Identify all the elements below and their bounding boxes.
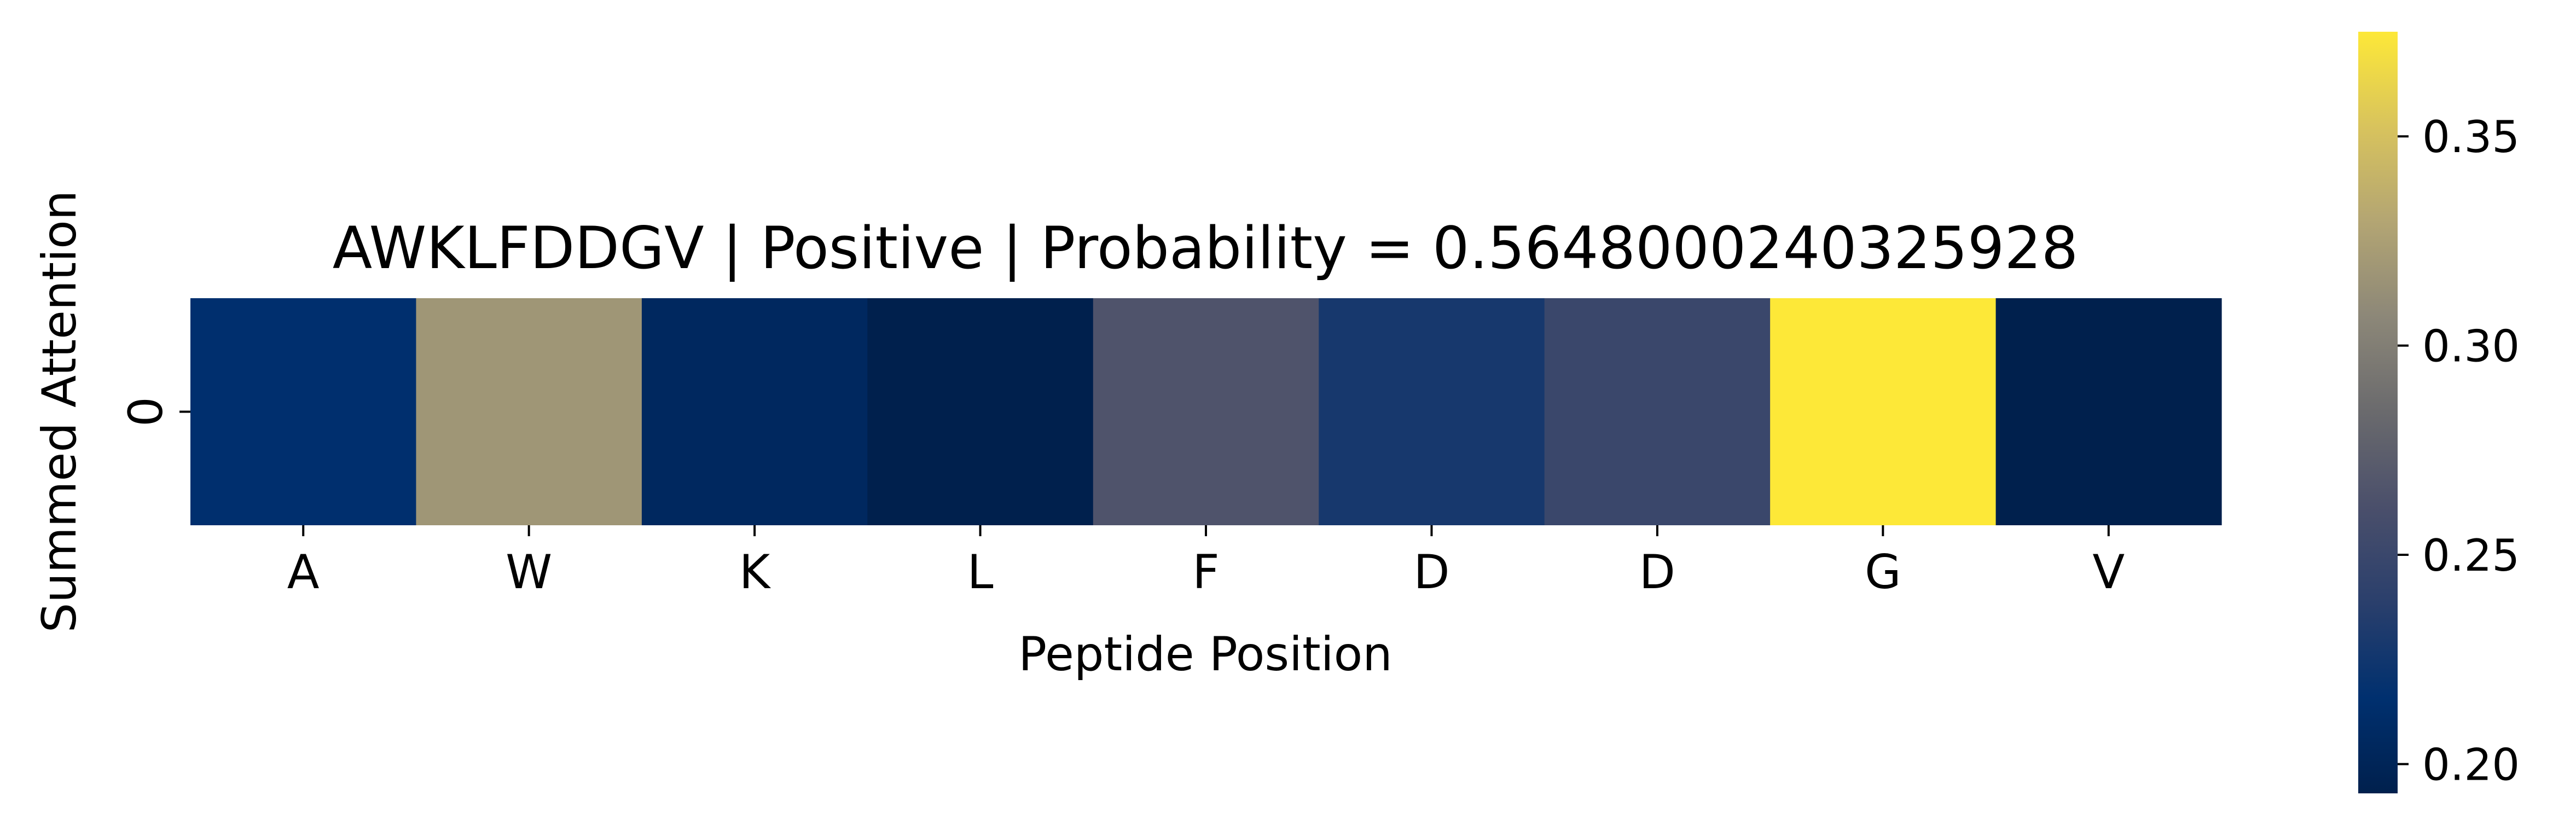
x-tick-label: F — [1192, 545, 1219, 600]
heatmap-cell — [867, 298, 1094, 525]
x-tick-label: L — [967, 545, 994, 600]
x-axis-label: Peptide Position — [1018, 627, 1393, 682]
x-tick-label: D — [1639, 545, 1675, 600]
colorbar-ticks: 0.20 0.25 0.30 0.35 — [2398, 112, 2520, 790]
heatmap-cell — [416, 298, 642, 525]
heatmap-cells — [190, 298, 2222, 525]
heatmap-cell — [1093, 298, 1319, 525]
heatmap-cell — [190, 298, 417, 525]
x-tick-label: W — [506, 545, 552, 600]
heatmap-cell — [1319, 298, 1545, 525]
heatmap-cell — [641, 298, 868, 525]
heatmap-cell — [1544, 298, 1771, 525]
x-tick-label: A — [287, 545, 320, 600]
x-tick-label: D — [1413, 545, 1449, 600]
x-tick-label: K — [739, 545, 771, 600]
colorbar-tick-label: 0.20 — [2422, 739, 2520, 790]
y-axis-label: Summed Attention — [32, 190, 87, 632]
x-tick-label: G — [1865, 545, 1901, 600]
x-tick-label: V — [2092, 545, 2125, 600]
colorbar-tick-label: 0.25 — [2422, 530, 2520, 581]
colorbar-tick-label: 0.35 — [2422, 112, 2520, 163]
y-axis-ticks: 0 — [119, 397, 190, 427]
colorbar-tick-label: 0.30 — [2422, 321, 2520, 372]
chart-title: AWKLFDDGV | Positive | Probability = 0.5… — [333, 214, 2079, 282]
heatmap-cell — [1770, 298, 1997, 525]
heatmap-cell — [1995, 298, 2222, 525]
y-tick-label: 0 — [119, 397, 173, 427]
colorbar — [2358, 32, 2398, 793]
